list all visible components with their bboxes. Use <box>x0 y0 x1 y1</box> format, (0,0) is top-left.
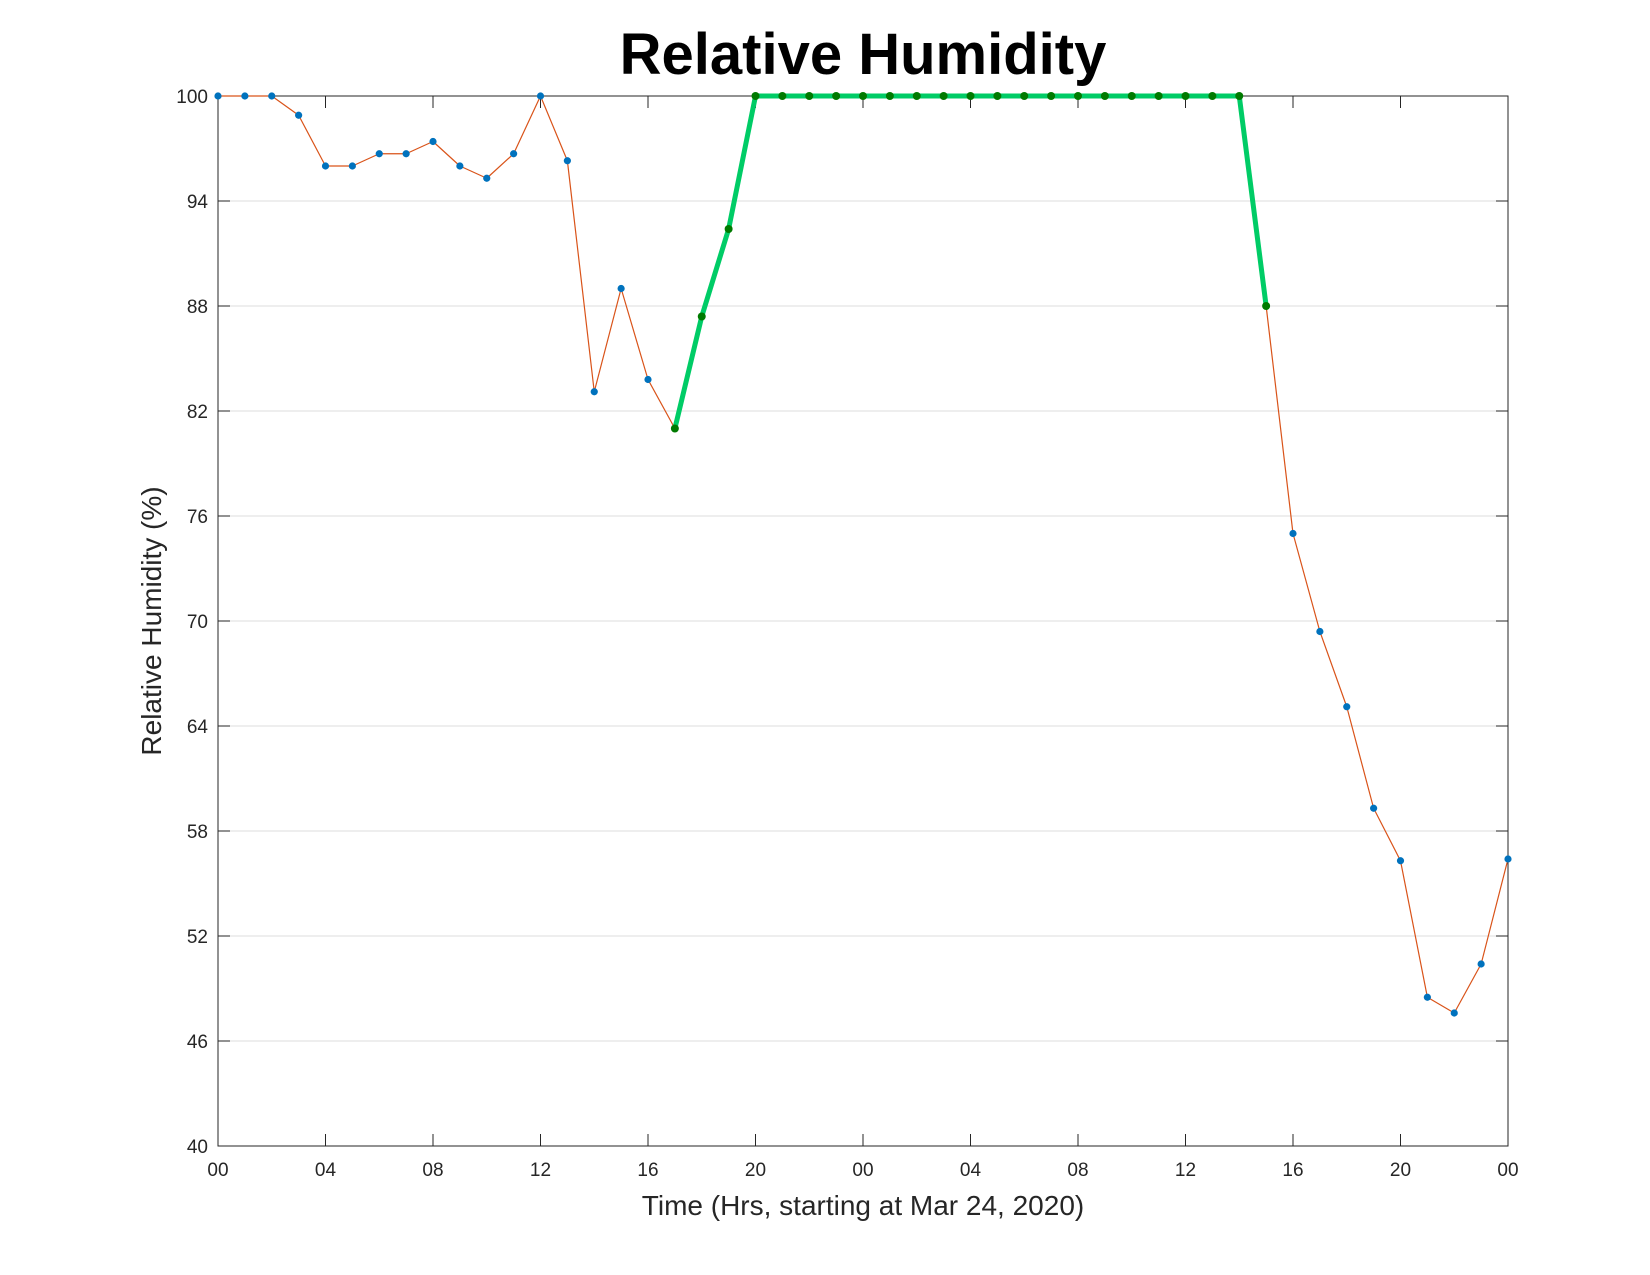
highlight-point <box>993 92 1002 100</box>
data-point <box>348 162 356 170</box>
highlight-point <box>1047 92 1056 100</box>
highlight-point <box>912 92 921 100</box>
data-point <box>1504 855 1512 863</box>
highlight-point <box>724 225 733 233</box>
data-point <box>617 284 625 293</box>
y-tick-label: 76 <box>187 507 208 528</box>
x-tick-label: 00 <box>1497 1160 1518 1181</box>
data-point <box>268 92 276 100</box>
y-tick-label: 58 <box>187 822 208 843</box>
highlight-point <box>778 92 787 100</box>
highlight-point <box>1074 92 1082 100</box>
data-point <box>429 137 437 146</box>
y-tick-label: 88 <box>187 297 208 318</box>
data-point <box>321 162 330 170</box>
highlight-point <box>805 92 814 100</box>
highlight-point <box>1020 92 1029 100</box>
chart-title: Relative Humidity <box>620 22 1107 87</box>
highlight-point <box>751 92 760 100</box>
highlight-point <box>1235 92 1244 100</box>
highlight-series <box>670 92 1271 433</box>
data-point <box>1423 993 1431 1001</box>
y-tick-label: 52 <box>187 927 208 948</box>
x-tick-label: 00 <box>207 1160 228 1181</box>
highlight-point <box>885 92 894 100</box>
highlight-point <box>966 92 975 100</box>
data-point <box>483 174 491 182</box>
data-point <box>1477 960 1485 968</box>
x-tick-label: 08 <box>1067 1160 1088 1181</box>
highlight-point <box>670 424 679 433</box>
x-tick-label: 20 <box>745 1160 766 1181</box>
data-point <box>563 157 571 165</box>
data-point <box>1450 1009 1458 1017</box>
data-point <box>214 92 222 100</box>
highlight-point <box>1208 92 1217 100</box>
highlight-point <box>1181 92 1190 100</box>
data-point <box>295 111 303 119</box>
data-point <box>1343 703 1351 711</box>
y-tick-label: 100 <box>176 87 208 108</box>
y-tick-label: 70 <box>187 612 208 633</box>
x-tick-label: 04 <box>315 1160 337 1181</box>
y-tick-label: 82 <box>187 402 208 423</box>
x-tick-label: 16 <box>637 1160 658 1181</box>
y-axis-label: Relative Humidity (%) <box>136 486 167 755</box>
highlight-point <box>1262 302 1271 310</box>
data-point <box>402 150 410 158</box>
x-tick-label: 12 <box>530 1160 551 1181</box>
x-tick-label: 20 <box>1390 1160 1411 1181</box>
highlight-point <box>697 312 706 321</box>
highlight-point <box>1154 92 1163 100</box>
tick-labels: 40 46 52 58 64 70 76 82 88 94 100 00 04 08 12 16 20 00 04 0… <box>176 87 1518 1181</box>
data-point <box>536 92 545 100</box>
data-point <box>644 375 652 384</box>
data-series <box>214 92 1512 1017</box>
highlight-point <box>832 92 841 100</box>
x-axis-label: Time (Hrs, starting at Mar 24, 2020) <box>642 1190 1084 1221</box>
data-point <box>375 150 383 158</box>
y-tick-label: 40 <box>187 1137 208 1158</box>
highlight-point <box>939 92 948 100</box>
data-point <box>590 388 598 396</box>
y-tick-label: 46 <box>187 1032 208 1053</box>
data-point <box>1396 857 1405 865</box>
data-point <box>1289 529 1297 538</box>
x-tick-label: 12 <box>1175 1160 1196 1181</box>
data-point <box>1370 804 1378 812</box>
x-tick-label: 04 <box>960 1160 982 1181</box>
x-tick-label: 08 <box>422 1160 443 1181</box>
highlight-point <box>859 92 867 100</box>
y-tick-label: 94 <box>187 192 209 213</box>
highlight-point <box>1127 92 1136 100</box>
data-point <box>456 162 464 170</box>
data-point <box>241 92 249 100</box>
y-tick-label: 64 <box>187 717 209 738</box>
data-point <box>510 150 518 158</box>
highlight-point <box>1100 92 1109 100</box>
x-tick-label: 00 <box>852 1160 873 1181</box>
data-point <box>1316 627 1324 636</box>
x-tick-label: 16 <box>1282 1160 1303 1181</box>
